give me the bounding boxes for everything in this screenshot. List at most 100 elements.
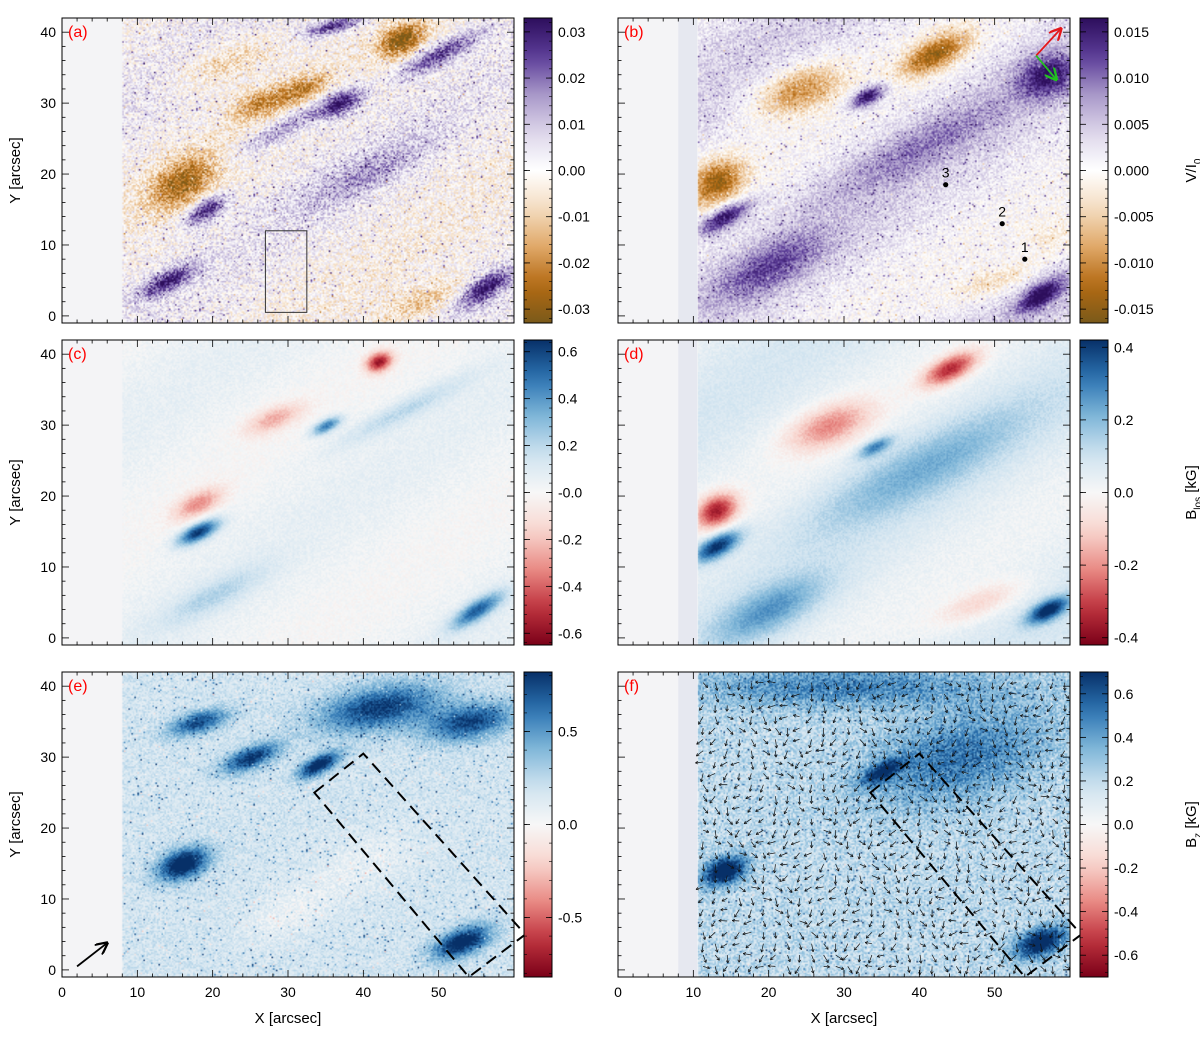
map-image-a (62, 18, 514, 323)
field-arrow (1027, 875, 1029, 883)
field-arrow (778, 716, 788, 720)
field-arrow (992, 909, 998, 914)
field-arrow-head (901, 841, 905, 844)
field-arrow-head (841, 966, 845, 970)
field-arrow-head (829, 742, 832, 746)
field-arrow (961, 771, 969, 774)
field-arrow-head (1039, 949, 1043, 953)
field-arrow (883, 727, 892, 731)
field-arrow (751, 739, 756, 747)
field-arrow-head (911, 873, 915, 876)
field-arrow-head (876, 717, 879, 721)
field-arrow (944, 682, 953, 686)
field-arrow (978, 682, 981, 692)
field-arrow-head (1063, 708, 1066, 712)
field-arrow-head (747, 833, 751, 836)
field-arrow-head (1001, 696, 1004, 700)
field-arrow-head (725, 813, 729, 817)
field-arrow (918, 807, 921, 816)
field-arrow-head (715, 949, 718, 953)
field-arrow-head (906, 892, 910, 896)
field-arrow (763, 773, 769, 780)
field-arrow (772, 830, 776, 839)
field-arrow-head (704, 799, 708, 802)
field-arrow-head (965, 971, 967, 975)
field-arrow-head (844, 892, 846, 896)
field-arrow-head (1012, 745, 1016, 748)
field-arrow-head (772, 697, 775, 701)
field-arrow-head (902, 687, 906, 690)
field-arrow-head (945, 697, 949, 700)
field-arrow-head (1005, 743, 1008, 746)
field-arrow-head (754, 732, 758, 735)
field-arrow-head (787, 823, 791, 826)
field-arrow (1022, 841, 1029, 845)
field-arrow-head (826, 763, 830, 766)
field-arrow-head (754, 857, 758, 859)
field-arrow (766, 852, 776, 855)
field-arrow (847, 716, 850, 723)
field-arrow (895, 727, 899, 734)
field-arrow-head (1028, 893, 1031, 897)
field-arrow (980, 716, 986, 722)
field-arrow (986, 966, 993, 970)
field-arrow-head (725, 879, 728, 883)
field-arrow-head (944, 799, 947, 803)
field-arrow (888, 829, 897, 836)
field-arrow-head (725, 743, 728, 747)
field-arrow-head (797, 879, 800, 883)
field-arrow (871, 693, 876, 700)
field-arrow (950, 727, 957, 734)
field-arrow (701, 693, 704, 700)
field-arrow-head (945, 958, 949, 961)
field-arrow (880, 705, 885, 713)
field-arrow-head (1032, 945, 1036, 947)
field-arrow-head (1025, 710, 1029, 713)
field-arrow-head (797, 801, 800, 805)
field-arrow (871, 863, 880, 871)
field-arrow-head (901, 693, 905, 697)
field-arrow-head (1041, 949, 1044, 953)
field-arrow (751, 886, 760, 889)
field-arrow (955, 818, 962, 825)
field-arrow-head (919, 972, 922, 976)
field-arrow-head (780, 862, 784, 865)
field-arrow-head (905, 720, 909, 723)
field-arrow-head (811, 960, 815, 963)
field-arrow-head (895, 913, 899, 916)
field-arrow-head (1064, 847, 1067, 851)
field-arrow-head (974, 949, 978, 951)
field-arrow-head (828, 896, 832, 900)
field-arrow-head (868, 824, 871, 828)
field-arrow-head (1022, 775, 1024, 779)
field-arrow (1034, 705, 1041, 710)
field-arrow (835, 841, 843, 845)
field-arrow-head (1056, 948, 1060, 951)
panel-label-d: (d) (624, 346, 644, 363)
field-arrow-head (812, 834, 815, 837)
field-arrow (1046, 852, 1053, 859)
field-arrow (939, 864, 945, 870)
field-arrow-head (872, 755, 876, 759)
field-arrow (883, 920, 885, 928)
field-arrow-head (754, 965, 758, 968)
field-arrow (880, 773, 885, 781)
field-arrow (797, 682, 800, 690)
field-arrow-head (704, 936, 707, 940)
y-axis-title: Y [arcsec] (7, 459, 24, 525)
field-arrow (900, 852, 909, 859)
field-arrow-head (784, 756, 788, 760)
field-arrow-head (848, 868, 852, 871)
field-arrow (992, 727, 999, 732)
field-arrow-head (914, 719, 916, 723)
field-arrow (847, 818, 852, 827)
field-arrow (703, 966, 710, 969)
field-arrow-head (780, 773, 784, 776)
field-arrow (763, 920, 766, 927)
field-arrow (720, 943, 728, 948)
field-arrow (698, 716, 704, 725)
field-arrow (782, 875, 788, 882)
field-arrow-head (767, 680, 771, 682)
field-arrow (1014, 716, 1017, 726)
